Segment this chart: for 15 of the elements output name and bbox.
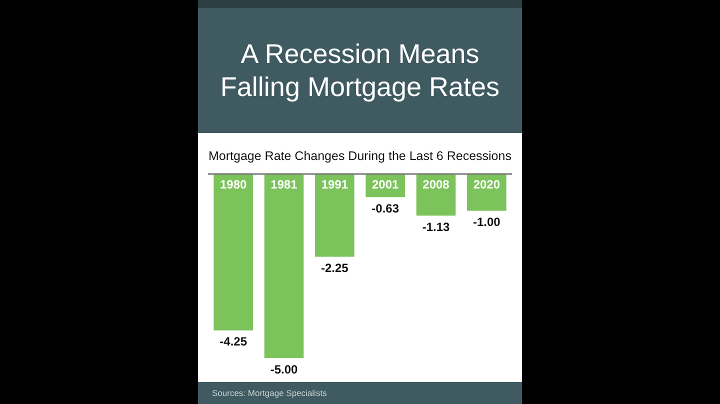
x-tick-label: 1980	[220, 177, 248, 192]
x-tick-label: 2001	[372, 177, 400, 192]
data-label: -4.25	[220, 334, 248, 349]
x-tick-label: 1991	[321, 177, 348, 192]
chart-subtitle: Mortgage Rate Changes During the Last 6 Recessions	[208, 149, 512, 163]
x-tick-label: 2008	[422, 177, 450, 192]
data-label: -1.13	[422, 220, 450, 234]
data-label: -0.63	[372, 201, 400, 216]
data-label: -1.00	[472, 215, 501, 230]
x-tick-label: 1981	[270, 177, 298, 192]
x-tick-label: 2020	[473, 177, 500, 192]
data-label: -2.25	[320, 261, 349, 276]
data-label: -5.00	[270, 362, 298, 376]
source-note: Sources: Mortgage Specialists	[198, 382, 522, 404]
chart-title: A Recession Means Falling Mortgage Rates	[198, 8, 522, 133]
